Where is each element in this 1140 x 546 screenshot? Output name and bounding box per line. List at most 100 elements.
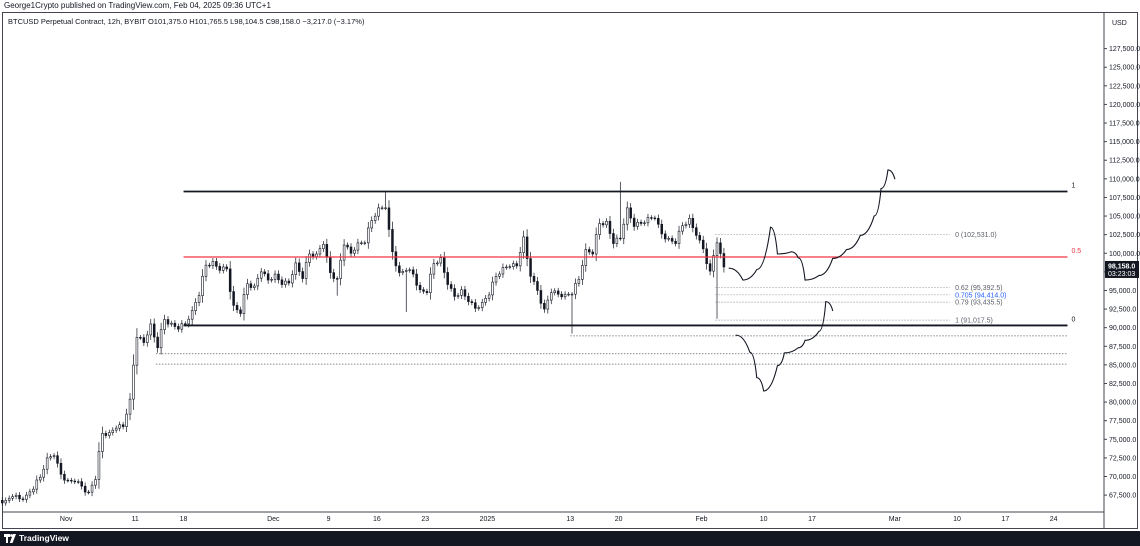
candle-up <box>273 270 277 283</box>
candle-up <box>308 249 311 267</box>
candle-down <box>239 306 242 317</box>
candle-up <box>684 221 688 229</box>
candle-body <box>87 491 90 494</box>
candle-body <box>487 294 491 299</box>
candle-down <box>449 281 453 292</box>
candle-down <box>277 270 280 284</box>
candle-up <box>498 271 501 280</box>
candle-down <box>695 223 698 240</box>
candle-up <box>636 218 639 230</box>
candlestick-series <box>1 181 726 506</box>
fib-retracement: 0 (102,531.0) 0.62 (95,392.5)0.705 (94,41… <box>715 232 1006 325</box>
candle-down <box>218 263 222 274</box>
candle-up <box>101 426 104 459</box>
candle-up <box>367 222 370 249</box>
price-tick-label: 70,000.0 <box>1109 474 1136 481</box>
candle-body <box>536 281 539 291</box>
candle-body <box>277 273 280 281</box>
candle-down <box>442 251 446 279</box>
candle-down <box>608 215 612 239</box>
candle-body <box>588 249 591 253</box>
candle-body <box>360 242 363 244</box>
candle-body <box>280 279 284 285</box>
candle-down <box>653 215 657 221</box>
candle-up <box>646 213 650 227</box>
price-tick-label: 82,500.0 <box>1109 381 1136 388</box>
candle-body <box>674 240 677 244</box>
projection-paths <box>728 169 896 392</box>
candle-body <box>681 225 684 232</box>
candle-body <box>446 272 449 285</box>
candle-up <box>408 267 411 273</box>
candle-body <box>712 255 715 272</box>
candle-body <box>97 451 101 480</box>
candle-body <box>515 263 518 267</box>
candle-up <box>318 245 322 258</box>
ohlc-open: O101,375.0 <box>147 17 188 26</box>
candle-body <box>253 285 256 288</box>
candle-up <box>201 269 204 303</box>
candle-up <box>259 268 263 283</box>
candle-down <box>536 277 539 295</box>
candle-body <box>387 207 391 230</box>
candle-down <box>632 213 636 231</box>
range-mid-label: 0.5 <box>1071 248 1081 255</box>
candle-body <box>688 217 691 225</box>
candle-body <box>294 262 298 275</box>
candle-up <box>204 260 208 282</box>
candle-body <box>335 278 339 280</box>
candle-body <box>225 266 228 270</box>
candle-up <box>242 287 246 321</box>
candle-up <box>304 256 308 285</box>
candle-body <box>11 496 14 499</box>
candle-body <box>128 398 132 415</box>
currency-label: USD <box>1112 20 1127 27</box>
price-tick-label: 80,000.0 <box>1109 400 1136 407</box>
candle-up <box>322 241 325 252</box>
candle-up <box>487 291 491 302</box>
candle-body <box>170 322 173 325</box>
candle-down <box>674 238 677 247</box>
candle-body <box>301 271 304 279</box>
candle-down <box>474 299 477 312</box>
candle-body <box>142 337 146 343</box>
candle-body <box>249 283 253 288</box>
price-tick-label: 102,500.0 <box>1109 232 1140 239</box>
candle-body <box>501 267 505 275</box>
candle-down <box>297 258 301 276</box>
candle-body <box>56 455 59 464</box>
candle-body <box>474 302 477 309</box>
range-bottom-label: 0 <box>1071 316 1075 323</box>
candle-body <box>263 271 266 275</box>
candle-body <box>663 233 667 240</box>
candle-body <box>152 323 156 338</box>
candle-up <box>315 251 318 260</box>
candle-body <box>45 457 49 470</box>
candle-body <box>187 318 190 325</box>
candle-down <box>83 482 87 496</box>
candle-down <box>349 243 353 258</box>
candle-body <box>287 280 291 284</box>
time-tick-label: 2025 <box>480 516 496 523</box>
price-tick-label: 72,500.0 <box>1109 455 1136 462</box>
candle-up <box>512 260 515 270</box>
candle-body <box>570 293 574 296</box>
price-tick-label: 107,500.0 <box>1109 195 1140 202</box>
candle-body <box>646 217 650 224</box>
candle-body <box>377 207 380 217</box>
candle-up <box>7 495 11 504</box>
candle-up <box>688 214 691 228</box>
candle-body <box>177 326 180 330</box>
candle-up <box>284 278 287 288</box>
candle-body <box>398 265 401 273</box>
candle-body <box>449 284 453 289</box>
candle-down <box>228 260 232 300</box>
time-tick-label: 20 <box>615 516 623 523</box>
candle-down <box>515 260 518 269</box>
candle-down <box>346 242 349 250</box>
candle-body <box>49 456 52 459</box>
candle-down <box>391 221 394 260</box>
candle-up <box>52 453 56 460</box>
candle-body <box>384 207 387 209</box>
